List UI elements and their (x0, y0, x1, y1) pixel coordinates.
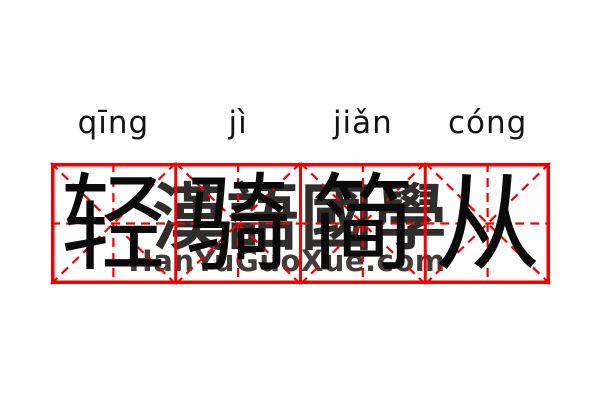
pinyin-row: qīng jì jiǎn cóng (51, 101, 550, 149)
idiom-character: 轻 (60, 163, 167, 286)
idiom-character: 简 (309, 163, 416, 286)
idiom-character: 骑 (185, 163, 292, 286)
idiom-characters-row: 轻骑简从 (51, 163, 550, 284)
tianzige-grid: 漢語國學 HanYuGuoXue.com 轻骑简从 (50, 162, 551, 285)
pinyin-syllable: jiǎn (332, 105, 393, 141)
pinyin-syllable: qīng (77, 105, 150, 141)
idiom-character: 从 (434, 163, 541, 286)
pinyin-syllable: cóng (447, 105, 528, 141)
grid-lines (50, 162, 551, 285)
pinyin-syllable: jì (228, 105, 248, 141)
